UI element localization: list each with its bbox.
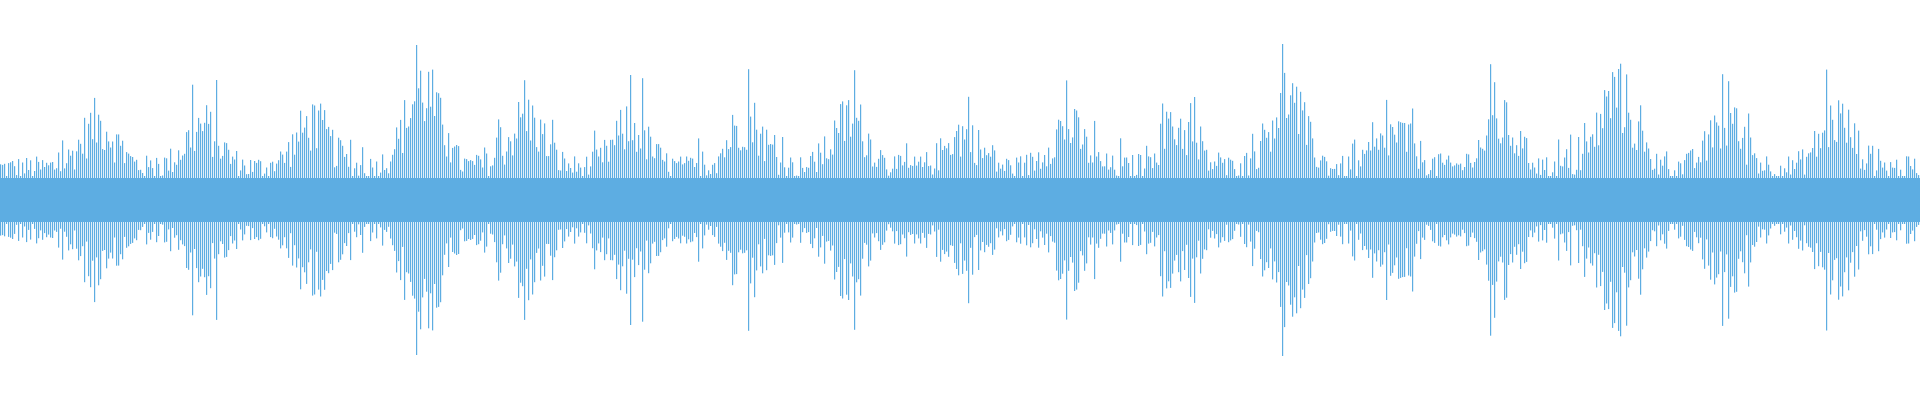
waveform-center-band [0,178,1920,222]
